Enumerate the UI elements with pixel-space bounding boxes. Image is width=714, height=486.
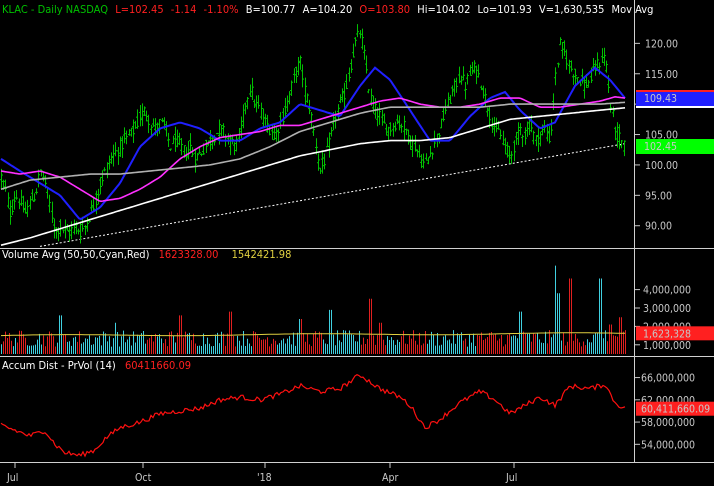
accum-dist-panel [0,374,626,458]
header-pct: -1.10% [204,3,239,16]
accum-axis-label: 58,000,000 [641,417,695,429]
price-panel [0,24,626,247]
accum-header: Accum Dist - PrVol (14) 60411660.09 [2,359,191,372]
accum-header-value: 60411660.09 [125,359,191,372]
volume-panel [0,265,626,354]
price-axis-label: 100.00 [645,160,678,172]
header-change: -1.14 [171,3,197,16]
volume-header: Volume Avg (50,50,Cyan,Red) 1623328.00 1… [2,248,291,261]
badge-edge [636,106,714,108]
volume-badge-bg [636,326,714,341]
ma-magenta-line [0,95,626,203]
volume-header-label: Volume Avg (50,50,Cyan,Red) [2,248,150,261]
svg-text:KLAC - Daily NASDAQ L=1: KLAC - Daily NASDAQ L=102.45 -1.14 -1.10… [2,3,653,16]
volume-header-value1: 1623328.00 [159,248,219,261]
volume-header-value2: 1542421.98 [232,248,292,261]
header-bid: B=100.77 [246,3,296,16]
accum-dist-line [0,374,626,458]
price-axis-label: 120.00 [645,38,678,50]
price-badge-bg [636,139,714,154]
accum-axis-label: 66,000,000 [641,373,695,385]
price-badge: 102.45 [636,139,714,154]
x-axis-label: Jul [6,472,18,484]
badge-edge [636,90,714,92]
price-badge-bg [636,91,714,106]
x-axis-label: Oct [135,472,152,484]
header-ask: A=104.20 [303,3,353,16]
volume-axis-label: 1,000,000 [643,340,691,352]
price-axis-label: 90.00 [645,221,672,233]
accum-header-label: Accum Dist - PrVol (14) [2,359,116,372]
price-header: KLAC - Daily NASDAQ L=102.45 -1.14 -1.10… [2,3,653,16]
header-mov-avg: Mov Avg [612,3,654,16]
trendline [39,143,626,247]
x-axis-label: Jul [505,472,517,484]
price-axis-label: 115.00 [645,69,678,81]
price-bars [0,24,626,244]
header-high: Hi=104.02 [417,3,470,16]
accum-badge-bg [636,401,714,416]
ma-gray-line [0,101,626,191]
header-last: L=102.45 [115,3,163,16]
header-open: O=103.80 [359,3,410,16]
volume-avg-line [0,332,626,337]
axes: 90.0095.00100.00105.00110.00115.00120.00… [6,38,714,484]
x-axis-label: '18 [257,472,272,484]
x-axis-label: Apr [382,472,398,484]
price-axis-label: 95.00 [645,190,672,202]
price-badge-text: 102.45 [644,141,677,153]
volume-axis-label: 3,000,000 [643,303,691,315]
price-badge-text: 109.43 [644,93,677,105]
volume-axis-label: 4,000,000 [643,285,691,297]
accum-badge-text: 60,411,660.09 [641,404,710,416]
header-volume: V=1,630,535 [539,3,604,16]
price-badge: 109.43 [636,91,714,106]
volume-badge-text: 1,623,328 [643,328,691,340]
accum-axis-label: 54,000,000 [641,439,695,451]
price-axis-label: 105.00 [645,130,678,142]
header-low: Lo=101.93 [478,3,532,16]
header-symbol: KLAC - Daily NASDAQ [2,3,108,16]
ma-white-line [0,107,626,246]
